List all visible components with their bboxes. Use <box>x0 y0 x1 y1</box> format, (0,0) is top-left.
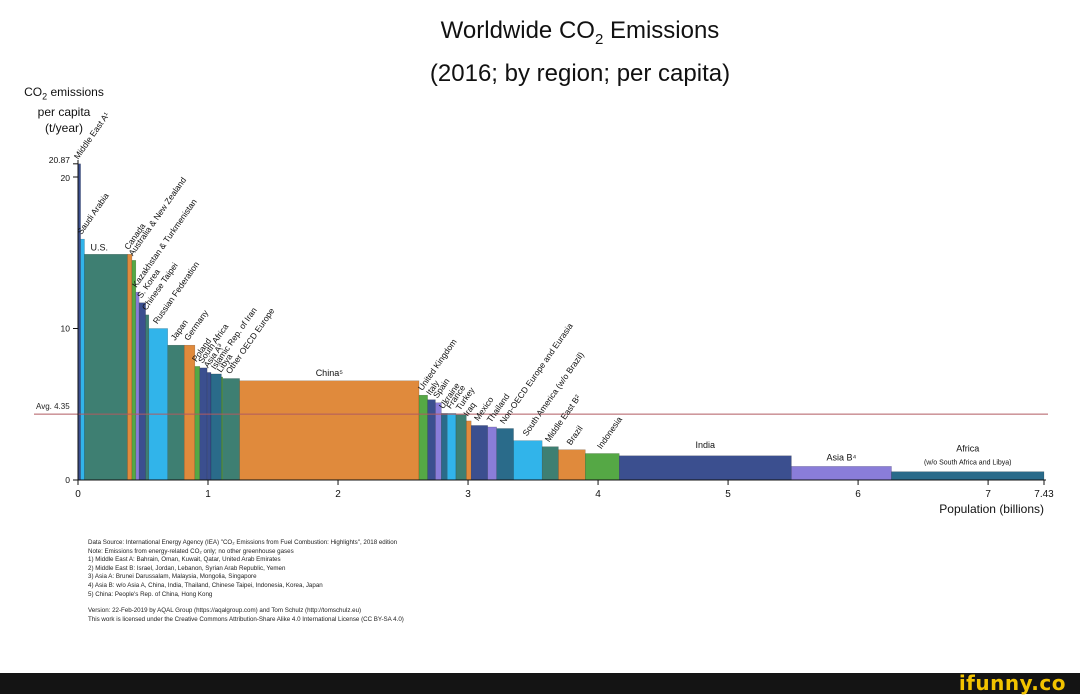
bar-3 <box>127 254 133 481</box>
x-tick-label-0: 0 <box>75 489 81 500</box>
bar-8 <box>148 328 168 481</box>
bar-11 <box>194 366 201 481</box>
x-tick-label-4: 4 <box>595 489 601 500</box>
x-tick-label-1: 1 <box>205 489 211 500</box>
footnote-line: Note: Emissions from energy-related CO₂ … <box>88 547 294 555</box>
bar-25 <box>470 425 488 481</box>
bar-30 <box>558 449 586 481</box>
bar-31 <box>585 453 620 481</box>
footnote-line: 5) China: People's Rep. of China, Hong K… <box>88 590 213 598</box>
watermark-logo: ifunny.co <box>958 671 1066 695</box>
y-tick-label-0: 0 <box>65 475 70 485</box>
bar-label-17: China⁵ <box>316 368 344 378</box>
bar-34 <box>891 471 1045 481</box>
bar-9 <box>167 344 185 481</box>
y-tick-label-10: 10 <box>61 324 71 334</box>
bar-label-30: Brazil <box>564 424 584 447</box>
y-tick-label-20: 20 <box>61 173 71 183</box>
bar-17 <box>239 380 420 481</box>
bar-6 <box>138 302 146 481</box>
bar-14 <box>210 373 222 481</box>
co2-chart: Avg. 4.35 0 10 20 20.87 0 1 2 3 4 5 6 7 7.43 Populatio… <box>34 110 1054 516</box>
average-label: Avg. 4.35 <box>36 402 70 411</box>
y-tick-label-20.87: 20.87 <box>49 155 71 165</box>
footnotes: Data Source: International Energy Agency… <box>88 539 688 624</box>
footnote-line: 4) Asia B: w/o Asia A, China, India, Tha… <box>88 581 323 589</box>
x-tick-label-3: 3 <box>465 489 471 500</box>
bar-5 <box>135 291 140 481</box>
footnote-line: 1) Middle East A: Bahrain, Oman, Kuwait,… <box>88 556 281 564</box>
bar-28 <box>513 440 543 481</box>
bar-13 <box>206 372 212 481</box>
bar-27 <box>496 428 514 481</box>
x-tick-label-6: 6 <box>855 489 861 500</box>
bar-29 <box>541 446 559 481</box>
bar-label-33: Asia B⁴ <box>826 452 856 462</box>
bar-33 <box>791 466 892 481</box>
x-tick-label-2: 2 <box>335 489 341 500</box>
bar-2 <box>84 254 128 481</box>
bar-32 <box>619 455 792 481</box>
bar-label-31: Indonesia <box>595 414 624 450</box>
version-line: Version: 22-Feb-2019 by AQAL Group (http… <box>88 607 362 615</box>
bar-label-0: Middle East A¹ <box>72 110 112 161</box>
bar-22 <box>447 413 457 481</box>
africa-note: (w/o South Africa and Libya) <box>924 460 1012 467</box>
bar-10 <box>184 344 196 481</box>
bar-label-32: India <box>696 440 716 450</box>
footer-bar <box>0 673 1080 694</box>
x-tick-label-7.43: 7.43 <box>1034 489 1054 500</box>
y-axis-label: CO2 emissions per capita (t/year) <box>24 85 104 136</box>
bar-12 <box>199 367 208 481</box>
footnote-line: Data Source: International Energy Agency… <box>88 539 398 546</box>
footnote-line: 2) Middle East B: Israel, Jordan, Lebano… <box>88 564 286 572</box>
title-line-2: (2016; by region; per capita) <box>429 59 731 87</box>
bar-label-2: U.S. <box>91 242 109 252</box>
bar-16 <box>222 378 240 481</box>
chart-title: Worldwide CO2 Emissions (2016; by region… <box>300 14 860 91</box>
bar-label-34: Africa <box>956 444 979 454</box>
bar-1 <box>80 238 85 481</box>
bar-7 <box>145 314 150 481</box>
license-line: This work is licensed under the Creative… <box>88 615 404 623</box>
bar-19 <box>427 399 436 481</box>
x-axis-label: Population (billions) <box>939 502 1044 516</box>
bar-21 <box>441 413 448 481</box>
title-line-1: Worldwide CO2 Emissions <box>440 17 720 48</box>
bar-24 <box>466 420 472 481</box>
bar-23 <box>455 414 467 481</box>
bar-26 <box>487 426 497 481</box>
bar-18 <box>418 394 428 481</box>
x-tick-label-5: 5 <box>725 489 731 500</box>
footnote-line: 3) Asia A: Brunei Darussalam, Malaysia, … <box>88 573 257 581</box>
x-tick-label-7: 7 <box>985 489 991 500</box>
